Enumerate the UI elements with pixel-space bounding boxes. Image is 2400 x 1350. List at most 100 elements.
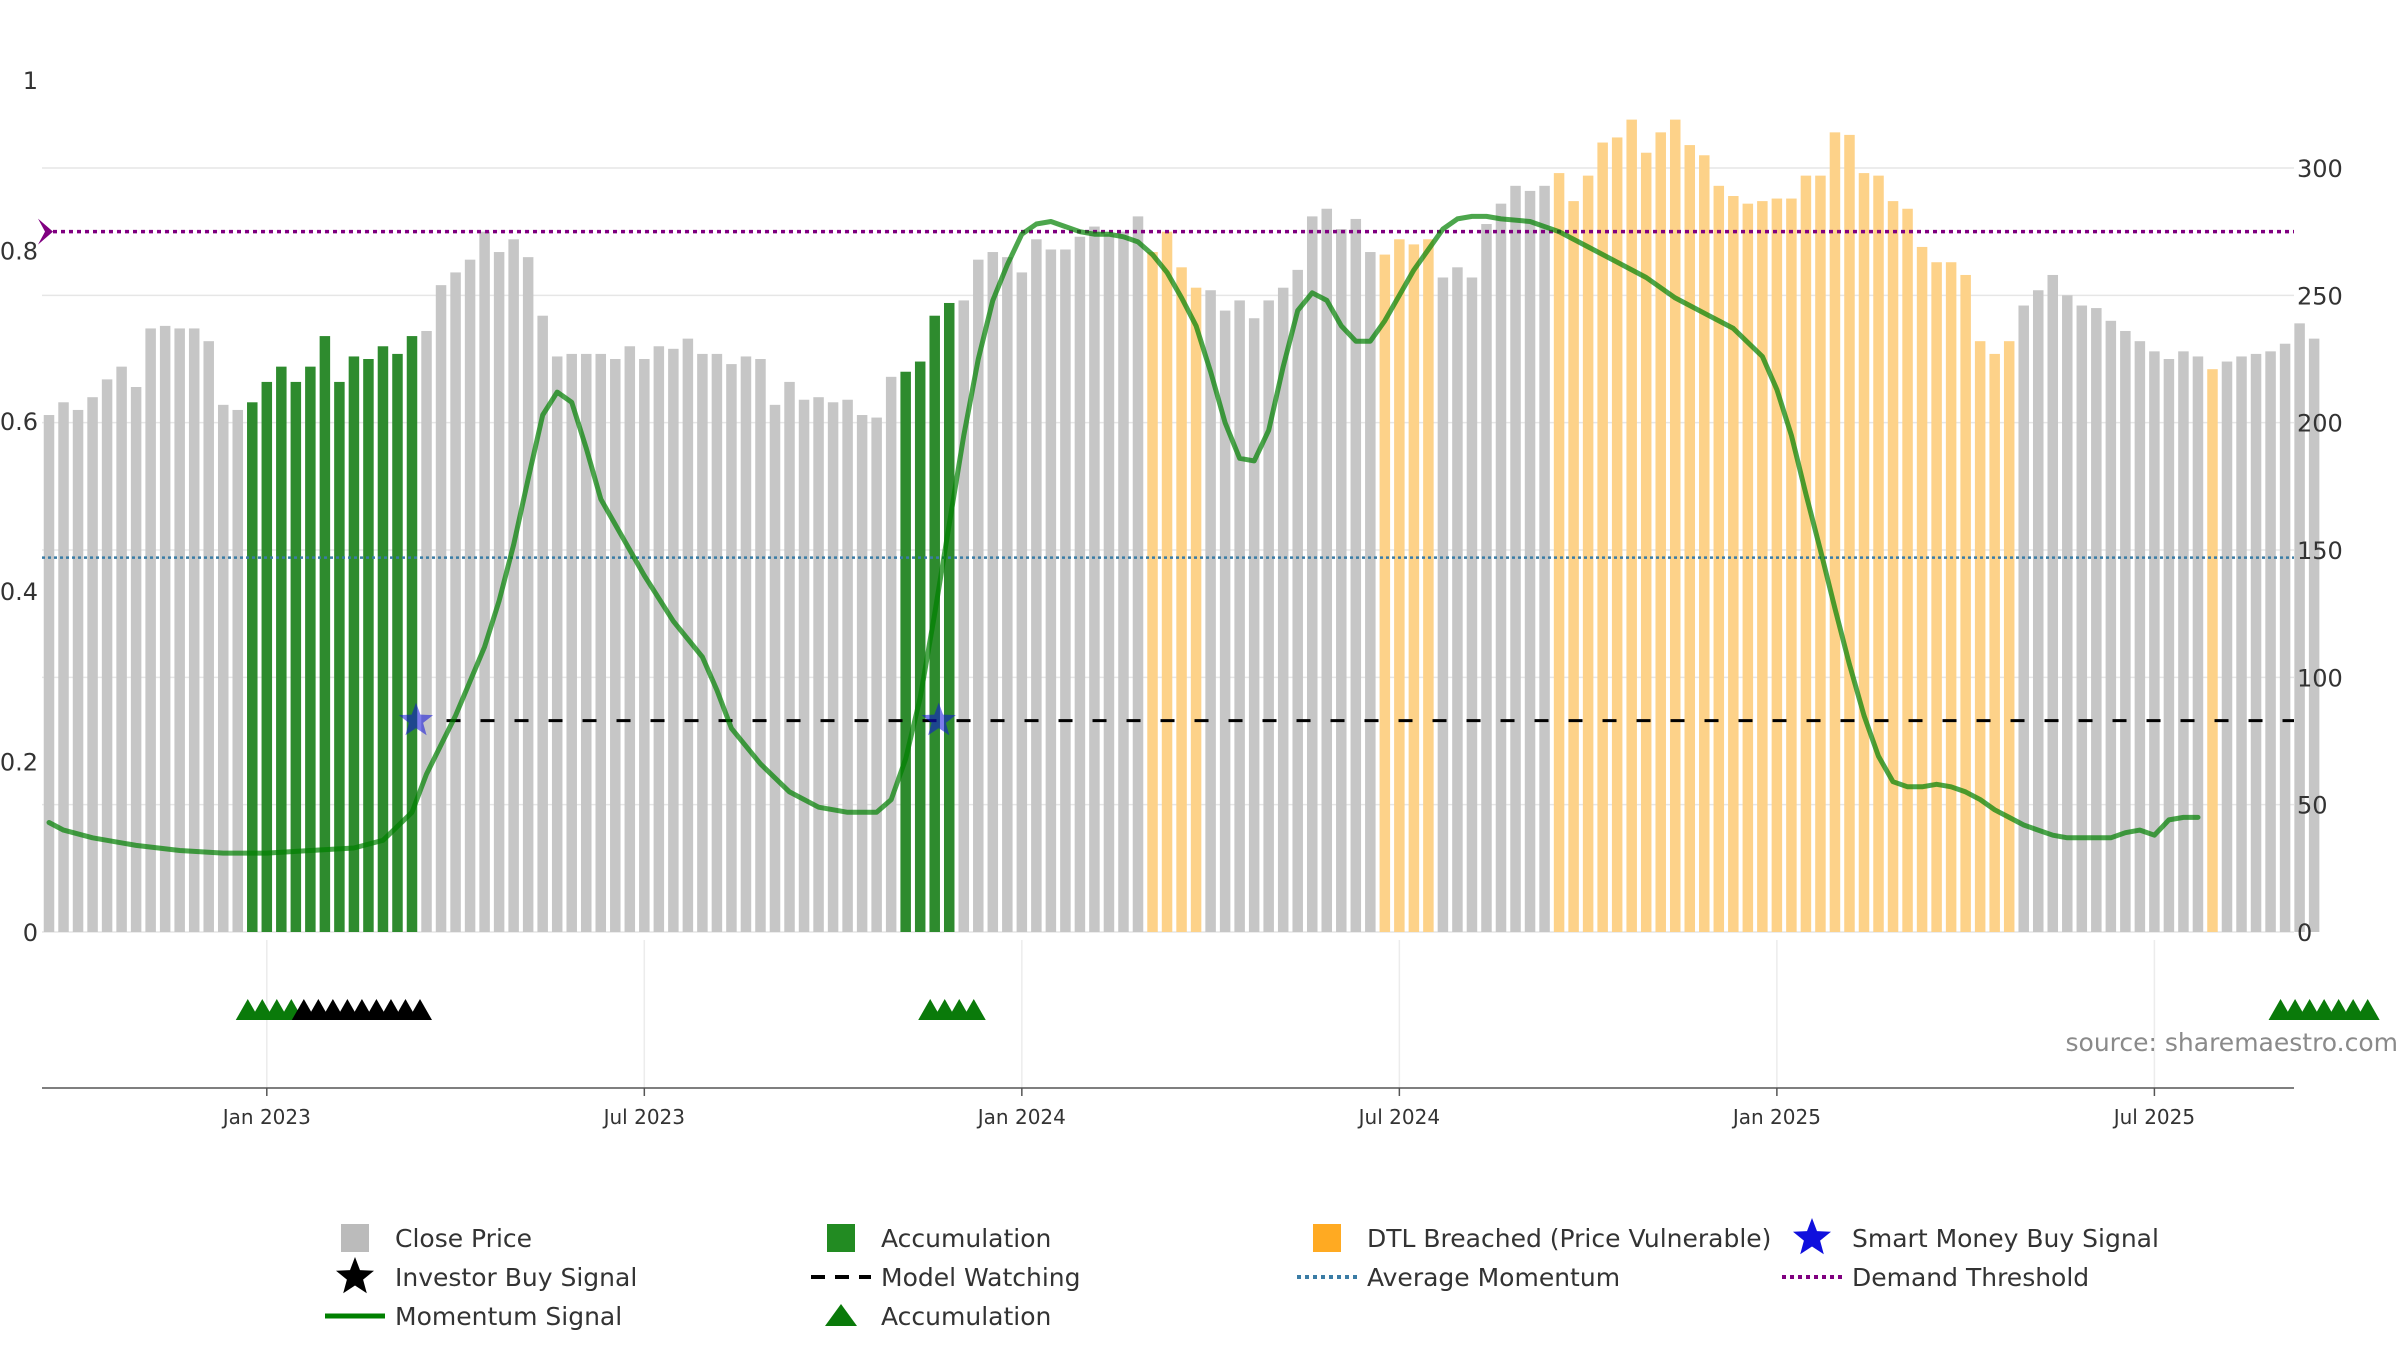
price-bar [653,346,665,932]
accumulation-triangle [961,999,986,1020]
price-bar [2294,323,2305,932]
price-bar [1060,249,1071,932]
price-bar [726,364,737,932]
price-bar [1002,257,1013,933]
price-bar [1974,341,1986,932]
legend-item: Demand Threshold [1782,1263,2089,1292]
price-bar [1321,208,1333,932]
price-bar [914,361,926,933]
price-bar [1597,142,1608,933]
price-bar [1219,310,1231,932]
price-bar [1408,244,1420,932]
price-bar [217,404,229,933]
price-bar [1190,287,1202,932]
right-axis-tick-label: 50 [2297,792,2328,820]
price-bar [450,272,461,932]
legend-item: Smart Money Buy Signal [1793,1218,2159,1255]
price-bar [2192,356,2204,932]
source-label: source: sharemaestro.com [2066,1028,2399,1057]
x-axis-tick-label: Jan 2025 [1731,1105,1821,1129]
price-bar [2279,343,2291,933]
price-bar [1089,226,1100,932]
price-bar [1945,262,1957,932]
price-bar [1931,262,1942,932]
price-bar [943,302,955,932]
legend-item: DTL Breached (Price Vulnerable) [1313,1224,1771,1253]
right-axis-tick-label: 300 [2297,155,2343,183]
price-bar [1858,173,1870,933]
legend-label: Model Watching [881,1263,1081,1292]
price-bar [174,328,185,932]
legend-label: DTL Breached (Price Vulnerable) [1367,1224,1771,1253]
legend-item: Average Momentum [1297,1263,1620,1292]
right-axis-tick-label: 0 [2297,919,2312,947]
price-bar [697,353,708,932]
price-bar [334,381,345,932]
legend-item: Momentum Signal [325,1302,622,1331]
price-bar [580,353,592,932]
price-bar [116,366,127,932]
price-bar [1350,218,1362,932]
x-axis-tick-label: Jul 2025 [2112,1105,2195,1129]
legend-square-symbol [827,1224,855,1252]
price-bar [1161,231,1173,932]
price-bar [1553,173,1565,933]
price-bar [987,252,999,933]
legend-label: Accumulation [881,1224,1051,1253]
price-bar [2308,338,2320,932]
price-bar [2207,369,2218,933]
price-bar [1611,137,1623,932]
price-bar [188,328,200,932]
price-bar [973,259,984,932]
legend-item: Model Watching [811,1263,1081,1292]
x-axis-tick-label: Jan 2024 [976,1105,1066,1129]
price-bar [58,402,69,932]
price-bar [639,359,650,932]
price-bar [363,359,374,932]
price-bar [247,402,258,932]
legend-label: Average Momentum [1367,1263,1620,1292]
legend-label: Smart Money Buy Signal [1852,1224,2159,1253]
legend-triangle-symbol [825,1304,857,1326]
price-bar [2120,330,2131,932]
price-bar [1481,224,1492,932]
price-bar [435,285,447,932]
price-bar [1074,236,1086,932]
right-axis-tick-label: 100 [2297,664,2343,692]
smart-money-buy-star [398,702,434,736]
price-bar [406,336,418,933]
right-axis-tick-label: 250 [2297,282,2343,310]
legend-star-symbol [336,1257,374,1294]
left-axis-tick-label: 0.4 [0,578,38,606]
price-bar [900,371,911,932]
price-bar [2265,351,2276,932]
price-bar [290,381,302,932]
price-bar [1757,201,1768,932]
price-bar [377,346,389,932]
price-bar [2105,320,2117,932]
left-axis-tick-label: 1 [23,67,38,95]
price-bar [1292,269,1303,932]
price-bar [1379,254,1391,932]
price-bar [1423,239,1434,933]
price-bar [2018,305,2029,932]
price-bar [1103,234,1115,933]
price-bar [1699,155,1710,932]
price-bar [159,325,171,933]
price-bar [1437,277,1449,932]
price-bar [1336,229,1347,932]
price-bar [566,353,577,932]
price-bar [1205,290,1216,932]
price-bar [1452,267,1463,932]
price-bar [2236,356,2247,932]
price-bar [2149,351,2160,932]
price-bar [508,239,519,933]
price-bar [827,402,839,932]
price-bar [72,409,84,932]
price-bar [1713,185,1725,932]
price-bar [1495,203,1507,933]
left-axis-tick-label: 0.2 [0,749,38,777]
legend-item: Investor Buy Signal [336,1257,637,1294]
price-bar [2163,359,2175,932]
price-bar [1728,196,1739,933]
